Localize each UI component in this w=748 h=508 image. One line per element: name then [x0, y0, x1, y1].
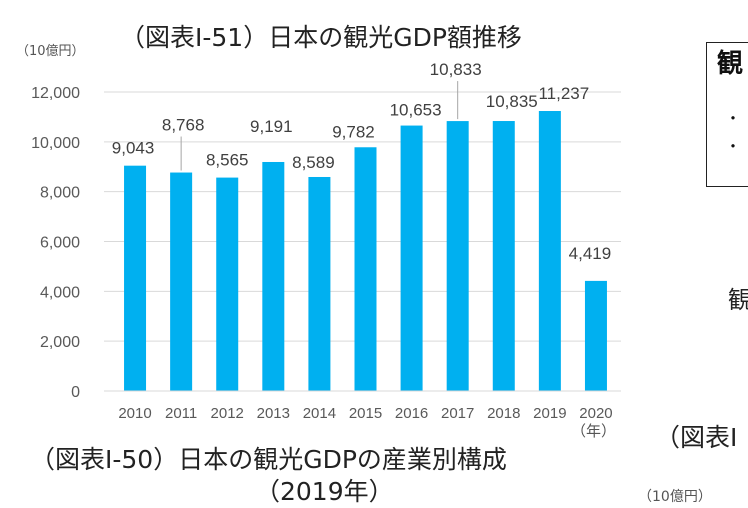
data-label-2014: 8,589: [292, 153, 335, 172]
side-bullet: ・: [725, 137, 742, 156]
y-tick-label: 10,000: [31, 135, 80, 152]
bar-2020: [584, 280, 607, 391]
bar-2018: [492, 121, 515, 391]
side-text-fragment: 観: [728, 286, 748, 314]
bar-2013: [262, 161, 285, 391]
y-axis-unit: （10億円）: [16, 44, 85, 59]
next-figure-title: （図表Ⅰ-50）日本の観光GDPの産業別構成: [30, 445, 507, 474]
x-tick-label: 2018: [487, 405, 520, 422]
right-figure-title: （図表Ⅰ: [655, 423, 738, 452]
x-tick-label: 2019: [533, 405, 566, 422]
y-tick-label: 8,000: [40, 185, 80, 202]
x-tick-label: 2013: [257, 405, 290, 422]
side-bullet: ・: [725, 109, 742, 128]
data-label-2010: 9,043: [112, 139, 155, 158]
side-box-heading: 観: [717, 49, 744, 79]
x-tick-label: 2016: [395, 405, 428, 422]
x-tick-label: 2015: [349, 405, 382, 422]
data-label-2013: 9,191: [250, 117, 293, 136]
data-label-2012: 8,565: [206, 151, 249, 170]
bar-2019: [538, 111, 561, 391]
chart-title: （図表Ⅰ-51）日本の観光GDP額推移: [120, 23, 522, 52]
data-label-2015: 9,782: [332, 122, 375, 141]
x-tick-label: 2017: [441, 405, 474, 422]
y-tick-label: 12,000: [31, 85, 80, 102]
bar-2017: [446, 121, 469, 391]
y-tick-label: 2,000: [40, 334, 80, 351]
y-tick-label: 6,000: [40, 235, 80, 252]
data-label-2020: 4,419: [569, 244, 612, 263]
x-tick-label: 2010: [118, 405, 151, 422]
side-note-box: 観 ・ ・: [706, 42, 748, 187]
x-tick-label: 2020: [579, 405, 612, 422]
y-tick-label: 4,000: [40, 284, 80, 301]
bar-2010: [124, 165, 147, 391]
x-tick-label: 2011: [165, 405, 197, 422]
y-tick-label: 0: [71, 384, 80, 401]
bar-2014: [308, 176, 331, 391]
bar-2015: [354, 147, 377, 391]
data-label-2016: 10,653: [390, 101, 442, 120]
x-tick-label: 2014: [303, 405, 336, 422]
x-axis-unit: （年）: [571, 422, 617, 440]
data-label-2019: 11,237: [538, 84, 589, 103]
data-label-2011: 8,768: [162, 116, 205, 135]
bar-2016: [400, 125, 423, 392]
data-label-2017: 10,833: [430, 60, 482, 79]
bar-chart: 0 2,000 4,000 6,000 8,000 10,000 12,000 2010 9,0…: [31, 60, 621, 422]
data-label-2018: 10,835: [486, 92, 538, 111]
bar-2011: [170, 172, 193, 391]
bar-2012: [216, 177, 239, 391]
x-tick-label: 2012: [211, 405, 244, 422]
